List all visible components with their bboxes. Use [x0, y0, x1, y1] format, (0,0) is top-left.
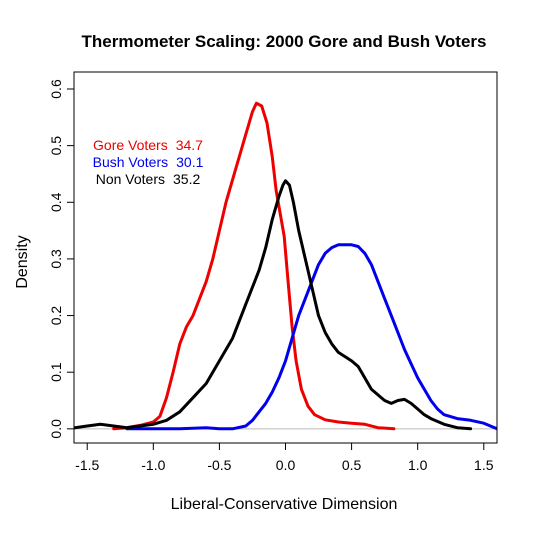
y-tick-label: 0.6 — [48, 79, 64, 99]
y-tick-label: 0.2 — [48, 306, 64, 326]
legend-value: 34.7 — [176, 137, 203, 153]
legend-value: 30.1 — [176, 154, 203, 170]
legend-name: Non Voters — [96, 171, 165, 187]
legend-entry-gore-voters: Gore Voters 34.7 — [93, 137, 203, 153]
x-tick-label: 1.0 — [408, 457, 428, 473]
series-layer — [74, 101, 497, 431]
gore-voters-density-line — [112, 101, 396, 431]
y-tick-label: 0.3 — [48, 249, 64, 269]
y-axis: 0.0 0.1 0.2 0.3 0.4 0.5 0.6 — [48, 79, 74, 439]
y-tick-label: 0.5 — [48, 136, 64, 156]
x-tick-label: -1.5 — [75, 457, 99, 473]
x-axis-label: Liberal-Conservative Dimension — [171, 496, 398, 513]
legend-name: Bush Voters — [93, 154, 169, 170]
legend-entry-non-voters: Non Voters 35.2 — [96, 171, 201, 187]
x-tick-label: 1.5 — [474, 457, 494, 473]
legend-entry-bush-voters: Bush Voters 30.1 — [93, 154, 204, 170]
y-tick-label: 0.4 — [48, 192, 64, 212]
y-tick-label: 0.1 — [48, 362, 64, 382]
x-tick-label: 0.5 — [342, 457, 362, 473]
x-axis: -1.5 -1.0 -0.5 0.0 0.5 1.0 1.5 — [75, 443, 494, 473]
non-voters-density-line — [74, 179, 473, 431]
chart-title: Thermometer Scaling: 2000 Gore and Bush … — [82, 32, 487, 51]
bush-voters-density-line — [125, 243, 497, 431]
legend-name: Gore Voters — [93, 137, 168, 153]
x-tick-label: -1.0 — [141, 457, 165, 473]
legend-value: 35.2 — [173, 171, 200, 187]
y-tick-label: 0.0 — [48, 419, 64, 439]
x-tick-label: 0.0 — [276, 457, 296, 473]
y-axis-label: Density — [14, 235, 31, 288]
x-tick-label: -0.5 — [207, 457, 231, 473]
